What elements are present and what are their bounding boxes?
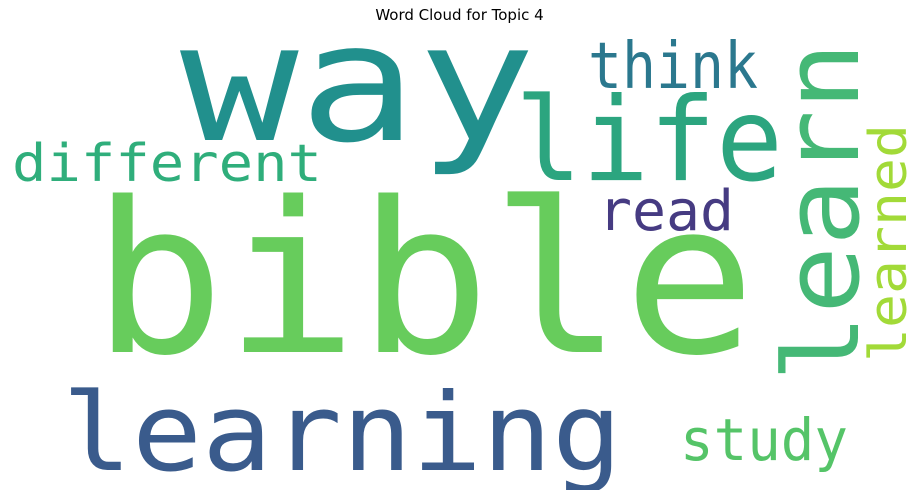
word-bible: bible — [92, 157, 756, 402]
word-learn: learn — [761, 42, 883, 382]
chart-title: Word Cloud for Topic 4 — [375, 6, 544, 24]
word-life: life — [515, 73, 783, 208]
word-learned: learned — [859, 124, 919, 362]
word-learning: learning — [62, 371, 622, 490]
word-different: different — [12, 134, 322, 194]
word-think: think — [588, 30, 758, 104]
word-way: way — [180, 0, 536, 179]
word-study: study — [680, 406, 848, 474]
word-read: read — [598, 179, 734, 244]
